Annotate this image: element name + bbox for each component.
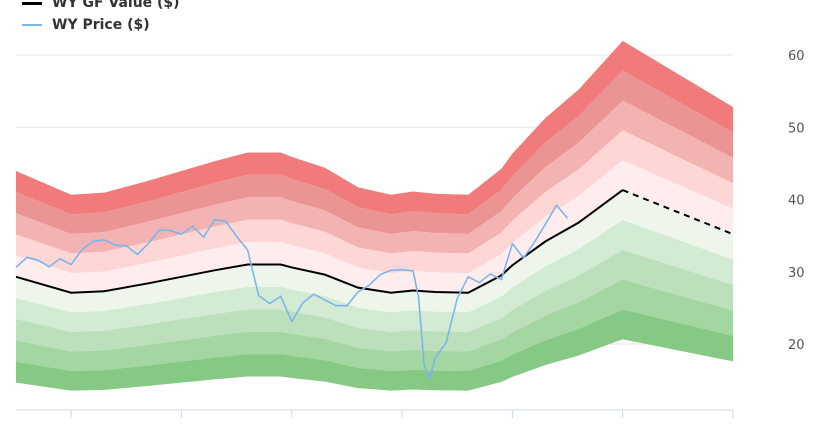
y-axis: 20 30 40 50 60 — [788, 49, 805, 353]
chart-legend[interactable]: WY GF Value ($) WY Price ($) — [22, 0, 180, 36]
valuation-band-9 — [16, 309, 733, 391]
legend-item-gf-value[interactable]: WY GF Value ($) — [22, 0, 180, 14]
y-tick-label-30: 30 — [788, 266, 805, 281]
y-tick-label-20: 20 — [788, 338, 805, 353]
series-line-gf-value — [15, 189, 624, 294]
series-line-price — [15, 204, 569, 380]
valuation-bands — [16, 40, 733, 391]
y-tick-label-40: 40 — [788, 194, 805, 209]
valuation-band-3 — [16, 130, 733, 274]
x-axis: 2017201820192020202120222023 — [16, 409, 734, 418]
series-line-gf-value-projected — [622, 189, 734, 236]
valuation-band-4 — [16, 160, 733, 293]
legend-label-gf-value: WY GF Value ($) — [52, 0, 180, 11]
valuation-band-5 — [16, 190, 733, 313]
y-tick-label-50: 50 — [788, 121, 805, 136]
valuation-band-1 — [16, 70, 733, 234]
legend-swatch-gf-value — [22, 1, 42, 5]
legend-item-price[interactable]: WY Price ($) — [22, 14, 180, 36]
valuation-band-2 — [16, 100, 733, 254]
valuation-band-7 — [16, 249, 733, 352]
series-lines — [15, 189, 734, 380]
y-tick-label-60: 60 — [788, 49, 805, 64]
legend-label-price: WY Price ($) — [52, 17, 150, 33]
valuation-band-0 — [16, 40, 733, 215]
valuation-band-6 — [16, 219, 733, 332]
legend-swatch-price — [22, 24, 42, 26]
valuation-band-8 — [16, 279, 733, 372]
